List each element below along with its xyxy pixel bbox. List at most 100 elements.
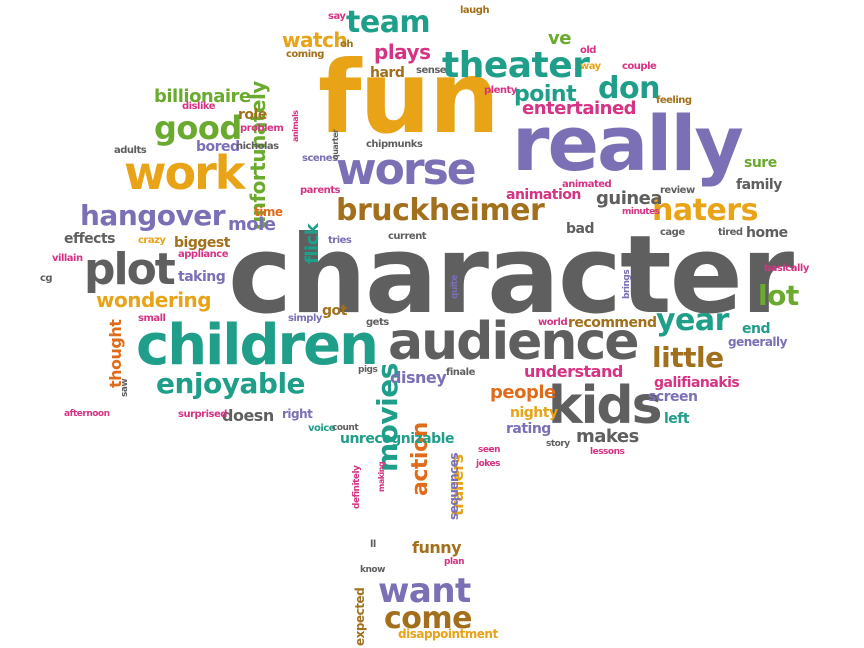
- word-old: old: [580, 45, 596, 56]
- word-couple: couple: [622, 61, 657, 72]
- word-audience: audience: [388, 312, 640, 372]
- word-generally: generally: [728, 335, 787, 349]
- word-minutes: minutes: [622, 207, 660, 217]
- word-gets: gets: [366, 317, 389, 328]
- word-nicholas: nicholas: [236, 141, 279, 152]
- word-disney: disney: [390, 368, 447, 387]
- word-brings: brings: [622, 269, 632, 299]
- word-team: team: [346, 5, 431, 40]
- word-bruckheimer: bruckheimer: [336, 193, 545, 228]
- word-know: know: [360, 565, 385, 575]
- word-little: little: [652, 341, 724, 374]
- word-want: want: [378, 571, 471, 611]
- word-recommend: recommend: [568, 315, 657, 331]
- word-world: world: [538, 317, 568, 328]
- word-hangover: hangover: [80, 199, 226, 232]
- word-ve: ve: [548, 28, 571, 49]
- word-funny: funny: [412, 538, 462, 557]
- word-animated: animated: [562, 179, 612, 190]
- word-really: really: [512, 99, 744, 188]
- word-bad: bad: [566, 221, 595, 237]
- word-makes: makes: [576, 426, 639, 447]
- word-oh: oh: [340, 39, 354, 50]
- word-enjoyable: enjoyable: [156, 367, 306, 400]
- word-plan: plan: [444, 557, 465, 567]
- word-left: left: [664, 411, 690, 427]
- word-say: say: [328, 11, 346, 22]
- word-got: got: [322, 303, 347, 319]
- word-definitely: definitely: [352, 465, 362, 509]
- word-tries: tries: [328, 235, 352, 246]
- word-biggest: biggest: [174, 235, 230, 251]
- word-children: children: [136, 313, 379, 378]
- word-hard: hard: [370, 65, 405, 81]
- word-voice: voice: [308, 423, 336, 434]
- word-time: time: [254, 205, 283, 219]
- word-theater: theater: [442, 45, 590, 86]
- word-finale: finale: [446, 367, 475, 378]
- word-parents: parents: [300, 185, 340, 196]
- word-expected: expected: [353, 587, 367, 646]
- word-character: character: [228, 213, 794, 338]
- word-watch: watch: [282, 28, 348, 52]
- word-sure: sure: [744, 155, 777, 171]
- word-story: story: [546, 439, 570, 449]
- word-lot: lot: [758, 279, 799, 312]
- word-way: way: [580, 61, 601, 72]
- word-animals: animals: [291, 110, 300, 142]
- word-quite: quite: [450, 275, 460, 299]
- word-crazy: crazy: [138, 235, 166, 246]
- word-mole: mole: [228, 214, 276, 235]
- word-year: year: [656, 303, 729, 338]
- word-haters: haters: [652, 193, 758, 228]
- word-chipmunks: chipmunks: [366, 139, 423, 150]
- word-review: review: [660, 185, 695, 196]
- word-right: right: [282, 407, 313, 421]
- word-entertained: entertained: [522, 98, 637, 119]
- word-dislike: dislike: [182, 101, 216, 112]
- word-taking: taking: [178, 269, 226, 285]
- word-lessons: lessons: [590, 447, 625, 457]
- word-galifianakis: galifianakis: [654, 375, 740, 391]
- word-people: people: [490, 382, 556, 403]
- word-villain: villain: [52, 253, 83, 264]
- word-kids: kids: [548, 376, 663, 436]
- word-unrecognizable: unrecognizable: [340, 431, 454, 447]
- word-good: good: [154, 109, 242, 147]
- word-basically: basically: [764, 263, 809, 274]
- word-disappointment: disappointment: [398, 627, 498, 641]
- word-come: come: [384, 601, 473, 636]
- word-plot: plot: [84, 244, 176, 295]
- word-don: don: [598, 71, 660, 106]
- word-feeling: feeling: [656, 95, 692, 106]
- word-work: work: [124, 146, 245, 200]
- word-laugh: laugh: [460, 5, 490, 16]
- word-rating: rating: [506, 421, 551, 437]
- word-home: home: [746, 225, 788, 241]
- word-surprised: surprised: [178, 409, 227, 420]
- word-small: small: [138, 313, 166, 324]
- word-thought: thought: [106, 319, 125, 388]
- word-coming: coming: [286, 49, 324, 60]
- word-billionaire: billionaire: [154, 86, 251, 107]
- word-appliance: appliance: [178, 249, 229, 260]
- word-jokes: jokes: [476, 459, 500, 469]
- word-saw: saw: [120, 378, 130, 397]
- word-ll: ll: [370, 539, 376, 550]
- word-understand: understand: [524, 362, 623, 381]
- word-flick: flick: [302, 223, 323, 264]
- word-current: current: [388, 231, 427, 242]
- word-plays: plays: [374, 40, 431, 64]
- word-adults: adults: [114, 145, 147, 156]
- word-sense: sense: [416, 65, 447, 76]
- word-seen: seen: [478, 445, 500, 455]
- word-plenty: plenty: [484, 85, 517, 96]
- word-end: end: [742, 321, 770, 337]
- word-wondering: wondering: [96, 288, 212, 312]
- word-worse: worse: [336, 144, 477, 195]
- word-screen: screen: [648, 389, 698, 405]
- word-effects: effects: [64, 231, 116, 247]
- word-simply: simply: [288, 313, 322, 324]
- word-cg: cg: [40, 273, 53, 284]
- word-problem: problem: [240, 123, 284, 134]
